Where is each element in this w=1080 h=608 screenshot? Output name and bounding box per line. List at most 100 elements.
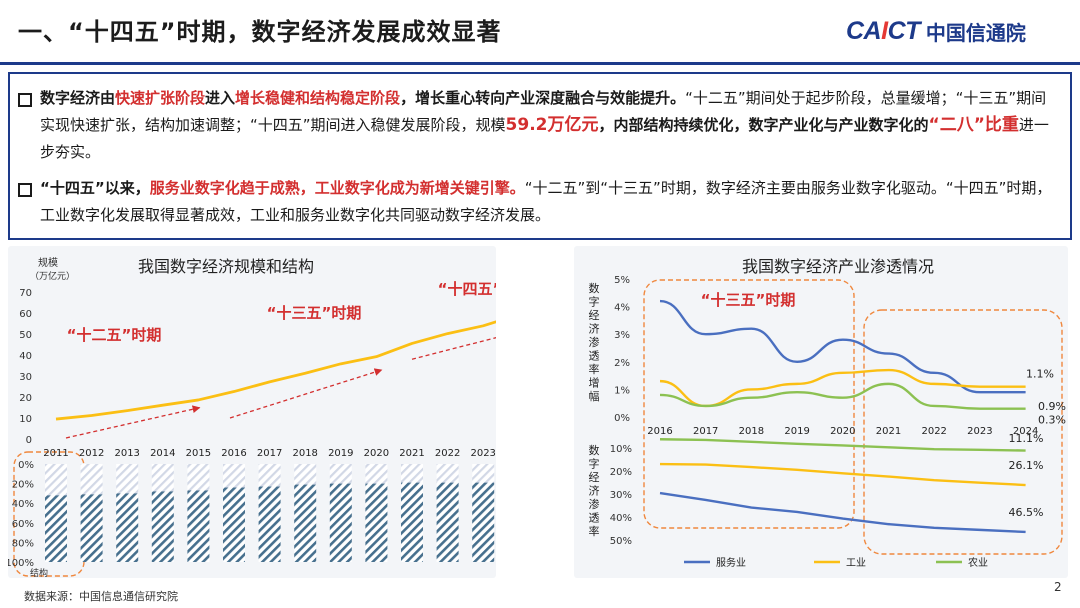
left-ylabel: 规模 [38,256,58,269]
structure-bar-digital-industry [223,464,245,488]
period-box [863,309,1063,555]
structure-bar-industrial-digitalization [116,493,139,562]
structure-bar-digital-industry [258,464,281,487]
top-y-tick: 5% [614,275,630,286]
structure-bar-digital-industry [472,464,495,483]
structure-bar-digital-industry [116,464,139,494]
left-chart-title: 我国数字经济规模和结构 [138,257,314,276]
structure-bar-digital-industry [151,464,174,492]
right-chart-title: 我国数字经济产业渗透情况 [742,257,934,276]
bottom-end-label: 11.1% [1009,432,1044,445]
x-tick-label: 2023 [470,448,495,459]
top-series-line-1 [659,299,1026,394]
structure-bar-industrial-digitalization [45,495,67,562]
period-label: “十三五”时期 [267,304,362,322]
structure-y-tick: 100% [8,558,34,569]
structure-bar-digital-industry [80,464,103,495]
bottom-series-line-2 [659,462,1026,487]
summary-paragraph-1: 数字经济由快速扩张阶段进入增长稳健和结构稳定阶段，增长重心转向产业深度融合与效能… [18,85,1060,166]
bottom-y-tick: 20% [610,467,632,478]
y-tick-label: 30 [19,372,32,383]
bottom-ylabel-char: 率 [589,524,600,538]
period-box [643,279,855,529]
page-number: 2 [1054,580,1062,594]
bottom-y-tick: 30% [610,490,632,501]
legend-label: 服务业 [716,556,746,569]
top-y-tick: 1% [614,385,630,396]
structure-bar-digital-industry [45,464,67,496]
structure-bar-digital-industry [294,464,317,485]
top-ylabel-char: 透 [589,350,600,363]
structure-bar-digital-industry [436,464,459,483]
top-y-tick: 0% [614,413,630,424]
x-tick-label: 2011 [43,448,68,459]
structure-bar-industrial-digitalization [365,483,388,562]
y-tick-label: 10 [19,414,32,425]
x-tick-label: 2020 [830,426,855,437]
period-box [13,451,85,577]
y-tick-label: 70 [19,288,32,299]
bottom-ylabel-char: 数 [589,444,600,457]
y-tick-label: 20 [19,393,32,404]
top-end-label: 0.9% [1038,400,1066,413]
x-tick-label: 2022 [435,448,460,459]
top-series-line-2 [659,368,1026,408]
x-tick-label: 2014 [150,448,175,459]
top-ylabel-char: 率 [589,362,600,376]
legend-label: 农业 [968,556,988,569]
period-label: “十三五”时期 [701,291,796,309]
top-ylabel-char: 济 [589,322,600,336]
right-chart-panel: 我国数字经济产业渗透情况 0% 1% 2% 3% 4% 5% 数字经济渗透率增幅 2016 20… [574,246,1068,578]
structure-bar-industrial-digitalization [187,490,210,562]
x-tick-label: 2012 [79,448,104,459]
x-tick-label: 2021 [399,448,424,459]
structure-bar-digital-industry [401,464,423,483]
left-chart-panel: 我国数字经济规模和结构 规模 （万亿元） 0 10 20 30 40 50 60 70 2011… [5,246,532,579]
bottom-series-line-1 [659,491,1026,534]
top-y-tick: 3% [614,330,630,341]
period-label: “十四五”时期 [438,280,496,298]
bottom-y-tick: 40% [610,513,632,524]
scale-series-line [55,313,520,421]
structure-bar-industrial-digitalization [472,482,495,562]
structure-y-tick: 20% [12,480,34,491]
x-tick-label: 2019 [328,448,353,459]
structure-bar-industrial-digitalization [151,491,174,562]
y-tick-label: 0 [26,435,32,446]
bottom-ylabel-char: 透 [589,512,600,525]
y-tick-label: 40 [19,351,32,362]
structure-bar-industrial-digitalization [329,483,352,562]
period-label: “十二五”时期 [67,326,162,344]
x-tick-label: 2021 [876,426,901,437]
bullet-square-icon [18,93,32,107]
x-tick-label: 2023 [967,426,992,437]
structure-bar-industrial-digitalization [436,482,459,562]
x-tick-label: 2015 [186,448,211,459]
structure-y-tick: 0% [18,460,34,471]
bottom-ylabel-char: 济 [589,484,600,498]
structure-bar-industrial-digitalization [294,484,317,562]
page-title: 一、“十四五”时期，数字经济发展成效显著 [18,18,502,46]
x-tick-label: 2017 [257,448,282,459]
x-tick-label: 2018 [739,426,764,437]
top-end-label: 0.3% [1038,414,1066,427]
left-yunit: （万亿元） [30,270,75,282]
top-ylabel-char: 经 [589,309,600,322]
logo-cn: 中国信通院 [925,20,1026,45]
bottom-y-tick: 10% [610,444,632,455]
top-ylabel-char: 渗 [589,335,600,349]
top-ylabel-char: 增 [589,376,600,390]
summary-paragraph-2: “十四五”以来，服务业数字化趋于成熟，工业数字化成为新增关键引擎。“十二五”到“… [18,175,1060,229]
structure-bar-digital-industry [365,464,388,484]
x-tick-label: 2018 [292,448,317,459]
x-tick-label: 2024 [1013,426,1038,437]
legend-label: 工业 [846,557,866,569]
top-ylabel-char: 字 [589,295,600,309]
x-tick-label: 2019 [784,426,809,437]
y-tick-label: 60 [19,309,32,320]
structure-y-tick: 60% [12,519,34,530]
structure-bar-industrial-digitalization [80,494,103,562]
structure-bar-industrial-digitalization [401,482,423,562]
top-series-line-3 [659,382,1026,410]
